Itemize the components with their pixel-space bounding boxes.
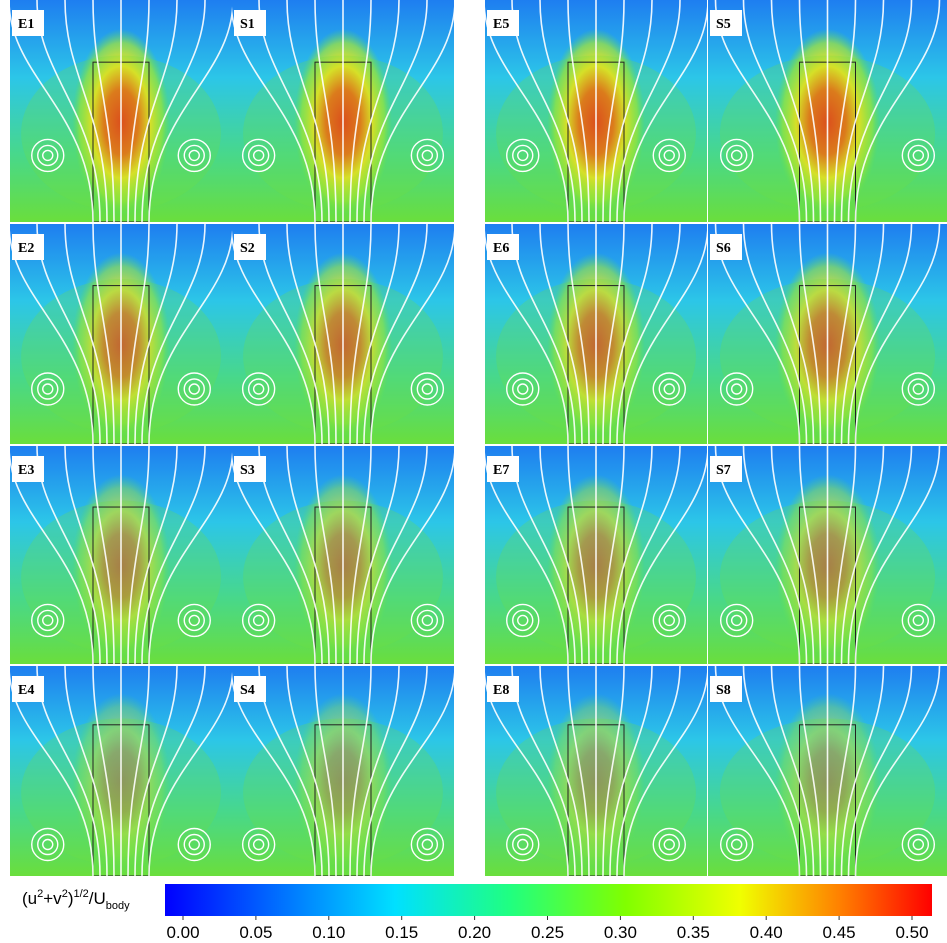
panel: S3 xyxy=(231,446,455,664)
panel: S4 xyxy=(231,666,455,876)
colorbar-tick-label: 0.05 xyxy=(239,923,272,942)
panel-label: S8 xyxy=(716,683,731,698)
panel-label: E8 xyxy=(493,683,509,698)
panel: E1 xyxy=(9,0,233,222)
panel-label: E6 xyxy=(493,241,509,256)
colorbar-tick-label: 0.20 xyxy=(458,923,491,942)
panel: S2 xyxy=(231,224,455,444)
panel-label: E7 xyxy=(493,463,509,478)
panel-grid: E1 S1 E5 S5 E2 S2 E6 S6 E3 S3 E7 S7 E4 S4 E8 S8 xyxy=(9,0,947,876)
panel-label: S6 xyxy=(716,241,731,256)
panel: S7 xyxy=(708,446,947,664)
panel: E6 xyxy=(484,224,708,444)
colorbar-tick-label: 0.30 xyxy=(604,923,637,942)
colorbar-tick-label: 0.50 xyxy=(895,923,928,942)
panel-label: E2 xyxy=(18,241,34,256)
colorbar xyxy=(165,884,932,916)
panel: E8 xyxy=(484,666,708,876)
colorbar-ticks: 0.00 0.05 0.10 0.15 0.20 0.25 0.30 0.35 0.40 0.45… xyxy=(166,916,928,942)
colorbar-tick-label: 0.15 xyxy=(385,923,418,942)
colorbar-label: (u2+v2)1/2/Ubody xyxy=(22,888,130,912)
panel-label: E5 xyxy=(493,17,509,32)
panel: E2 xyxy=(9,224,233,444)
panel: E7 xyxy=(484,446,708,664)
panel-label: S3 xyxy=(240,463,255,478)
panel-label: E1 xyxy=(18,17,34,32)
colorbar-tick-label: 0.40 xyxy=(750,923,783,942)
panel-label: E3 xyxy=(18,463,34,478)
colorbar-tick-label: 0.25 xyxy=(531,923,564,942)
panel-label: S4 xyxy=(240,683,255,698)
panel-label: S2 xyxy=(240,241,255,256)
panel: E3 xyxy=(9,446,233,664)
colorbar-tick-label: 0.10 xyxy=(312,923,345,942)
panel: S1 xyxy=(231,0,455,222)
colorbar-tick-label: 0.00 xyxy=(166,923,199,942)
panel: E5 xyxy=(484,0,708,222)
colorbar-tick-label: 0.35 xyxy=(677,923,710,942)
panel: S8 xyxy=(708,666,947,876)
panel-label: S1 xyxy=(240,17,255,32)
panel-label: S7 xyxy=(716,463,731,478)
panel: E4 xyxy=(9,666,233,876)
panel-label: S5 xyxy=(716,17,731,32)
panel: S6 xyxy=(708,224,947,444)
figure: E1 S1 E5 S5 E2 S2 E6 S6 E3 S3 E7 S7 E4 S4 E8 S8 (u2+v2)… xyxy=(0,0,947,943)
colorbar-tick-label: 0.45 xyxy=(823,923,856,942)
panel-label: E4 xyxy=(18,683,34,698)
panel: S5 xyxy=(708,0,947,222)
